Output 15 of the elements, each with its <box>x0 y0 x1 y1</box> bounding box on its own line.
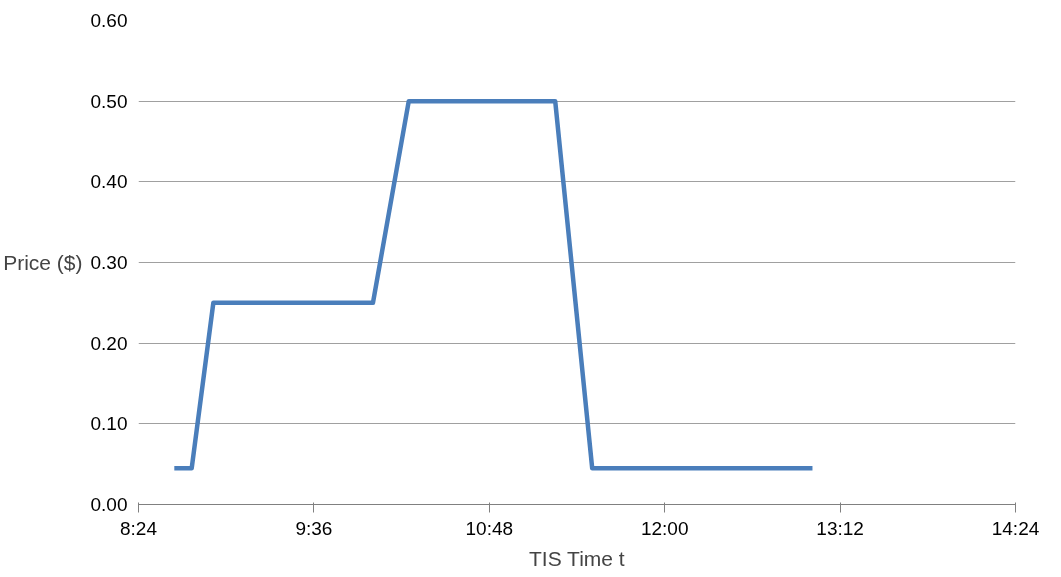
x-tick-label: 10:48 <box>465 517 514 539</box>
x-tick-label: 9:36 <box>295 517 333 539</box>
x-tick-label: 14:24 <box>991 517 1040 539</box>
y-tick-label: 0.60 <box>90 10 128 31</box>
y-tick-label: 0.30 <box>90 252 128 273</box>
x-tick-label: 12:00 <box>640 517 689 539</box>
y-tick-label: 0.20 <box>90 332 128 354</box>
y-tick-label: 0.40 <box>90 171 128 193</box>
y-tick-label: 0.50 <box>90 90 128 112</box>
x-tick-label: 13:12 <box>816 517 864 539</box>
y-axis-title: Price ($) <box>3 251 83 274</box>
x-tick-label: 8:24 <box>120 517 158 539</box>
x-axis-title: TIS Time t <box>528 546 625 570</box>
y-tick-label: 0.00 <box>90 494 128 515</box>
y-tick-label: 0.10 <box>90 413 128 435</box>
